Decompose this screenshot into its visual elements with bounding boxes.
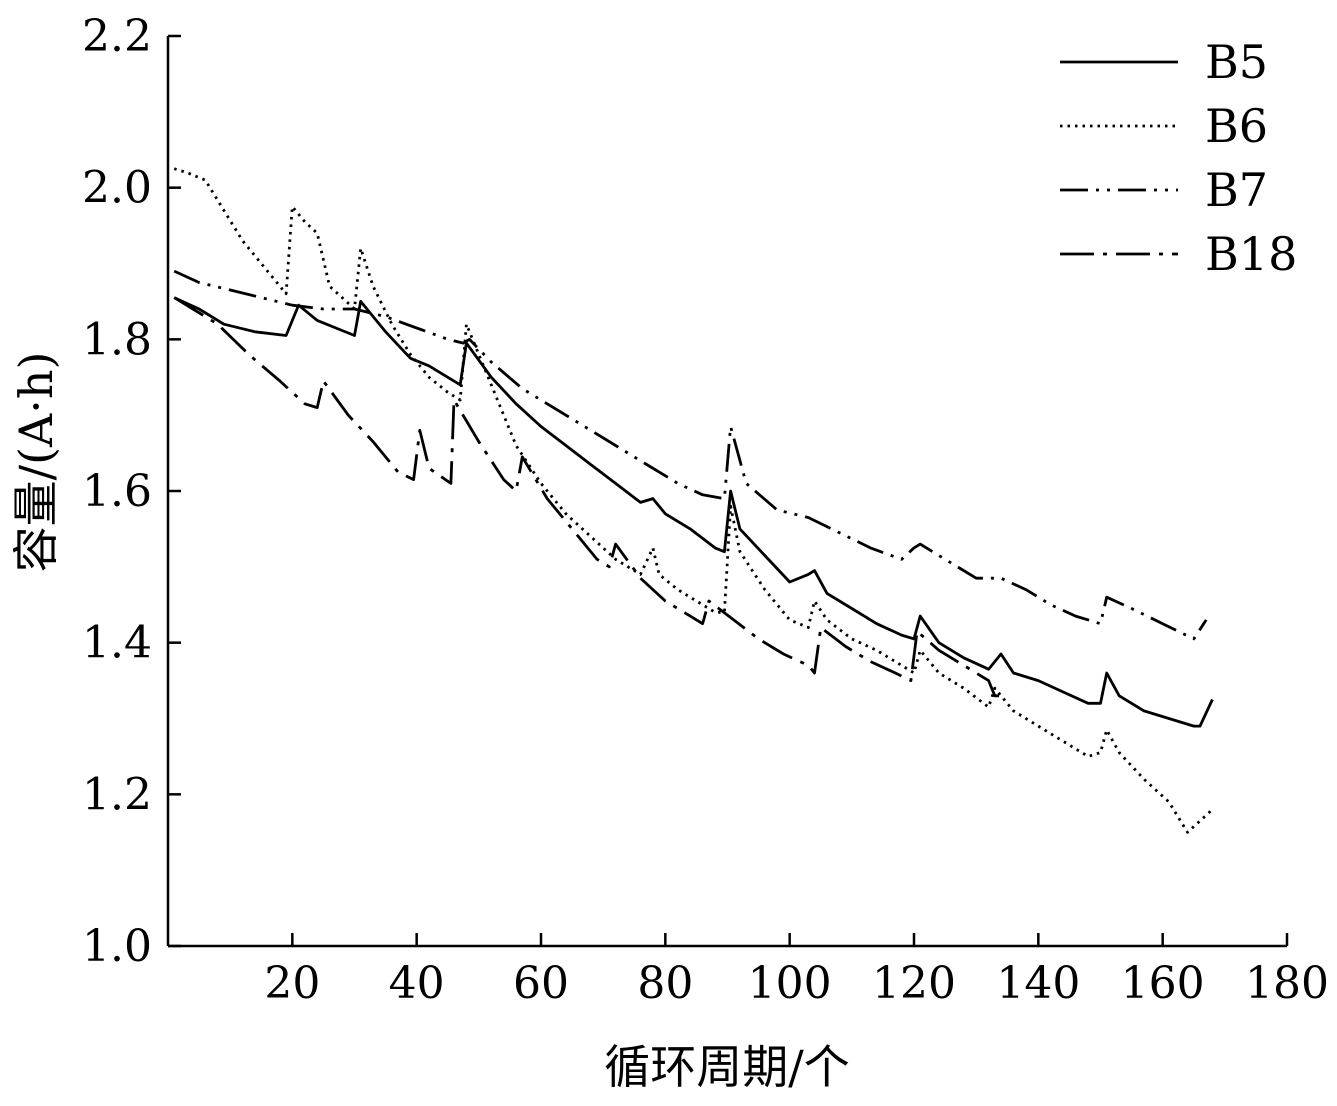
y-tick-label: 2.0 [82,163,152,214]
series-lines [173,167,1214,834]
legend-label-b5: B5 [1205,35,1268,89]
x-tick-label: 100 [748,958,832,1009]
x-tick-label: 140 [996,958,1080,1009]
series-line-b5 [173,296,1214,728]
legend-label-b18: B18 [1205,227,1297,281]
x-tick-label: 60 [513,958,569,1009]
x-tick-label: 160 [1121,958,1205,1009]
series-line-b7 [173,269,1208,641]
y-tick-label: 1.2 [82,769,152,820]
y-axis-title: 容量/(A·h) [9,352,63,573]
x-tick-label: 120 [872,958,956,1009]
legend-label-b6: B6 [1205,99,1268,153]
legend-label-b7: B7 [1205,163,1268,217]
x-axis-title: 循环周期/个 [604,1040,850,1094]
x-tick-label: 20 [264,958,320,1009]
x-tick-label: 80 [637,958,693,1009]
y-tick-label: 2.2 [82,11,152,62]
x-tick-label: 40 [389,958,445,1009]
axes: 1.0 1.2 1.4 1.6 1.8 2.0 2.2 20 40 60 80 100 120 140 16… [82,11,1329,1009]
y-tick-label: 1.4 [82,618,152,669]
series-line-b18 [173,296,1001,698]
legend: B5 B6 B7 B18 [1060,35,1297,281]
y-tick-label: 1.0 [82,921,152,972]
y-tick-label: 1.8 [82,314,152,365]
x-tick-label: 180 [1245,958,1329,1009]
series-line-b6 [173,167,1214,834]
y-tick-label: 1.6 [82,466,152,517]
